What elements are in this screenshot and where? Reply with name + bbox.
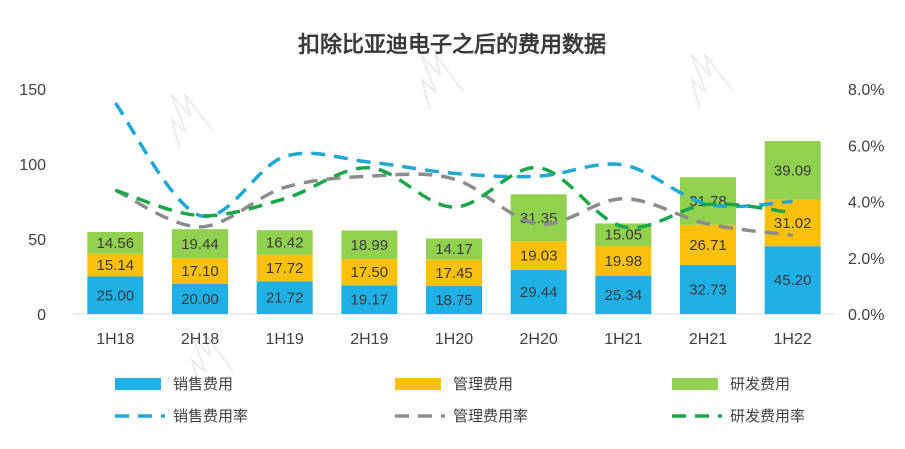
legend-label: 销售费用率 bbox=[173, 407, 248, 425]
watermark-mark bbox=[170, 93, 214, 151]
x-tick-label: 1H21 bbox=[604, 331, 642, 348]
bar-segment-2 bbox=[87, 231, 144, 254]
bar-segment-2 bbox=[426, 238, 482, 260]
bar-segment-0 bbox=[510, 269, 567, 314]
bar-data-label: 16.42 bbox=[266, 235, 304, 252]
bar-segment-1 bbox=[172, 258, 228, 284]
watermark-mark bbox=[190, 333, 234, 391]
bar-data-label: 19.17 bbox=[351, 292, 389, 309]
bar-segment-1 bbox=[87, 253, 144, 277]
legend-swatch bbox=[395, 378, 441, 390]
legend-label: 销售费用 bbox=[173, 375, 233, 393]
bar-segment-1 bbox=[510, 241, 567, 270]
right-y-axis: 0.0% 2.0% 4.0% 6.0% 8.0% bbox=[848, 82, 884, 324]
bar-data-label: 45.20 bbox=[774, 272, 812, 289]
bar-data-label: 19.03 bbox=[520, 248, 558, 265]
rate-line-0 bbox=[113, 102, 793, 219]
watermark-mark bbox=[690, 53, 734, 111]
bar-segment-2 bbox=[680, 177, 736, 225]
bar-data-label: 15.05 bbox=[605, 227, 643, 244]
watermark-2 bbox=[690, 53, 734, 111]
left-tick-label: 150 bbox=[19, 82, 46, 99]
bar-data-label: 17.10 bbox=[181, 263, 219, 280]
line-layer bbox=[113, 102, 793, 237]
bar-data-label: 14.17 bbox=[435, 241, 473, 258]
bar-segment-0 bbox=[87, 276, 144, 314]
bar-data-label: 25.34 bbox=[605, 287, 643, 304]
watermark-3 bbox=[190, 333, 234, 391]
legend-label: 管理费用率 bbox=[453, 407, 528, 425]
bar-data-label: 18.75 bbox=[435, 292, 473, 309]
bar-data-label: 31.02 bbox=[774, 215, 812, 232]
bar-data-label: 15.14 bbox=[97, 257, 135, 274]
bar-data-label: 14.56 bbox=[97, 235, 135, 252]
x-axis-ticks: 1H18 2H18 1H19 2H19 1H20 2H20 1H21 2H21 1H22 bbox=[96, 331, 812, 348]
bar-segment-0 bbox=[426, 285, 482, 314]
rate-line-2 bbox=[114, 165, 793, 230]
x-tick-label: 2H20 bbox=[520, 331, 558, 348]
rate-line-1 bbox=[114, 172, 793, 237]
bar-data-label: 17.72 bbox=[266, 260, 304, 277]
right-tick-label: 4.0% bbox=[848, 195, 884, 212]
x-tick-label: 2H21 bbox=[689, 331, 727, 348]
x-tick-label: 2H18 bbox=[181, 331, 219, 348]
bar-segment-1 bbox=[341, 258, 398, 286]
watermark-layer bbox=[170, 53, 734, 391]
bar-data-label: 18.99 bbox=[351, 237, 389, 254]
bar-segment-0 bbox=[172, 284, 228, 314]
right-tick-label: 2.0% bbox=[848, 251, 884, 268]
bar-data-label: 29.44 bbox=[520, 284, 558, 301]
bar-segment-2 bbox=[256, 230, 313, 255]
bar-data-label: 39.09 bbox=[774, 162, 812, 179]
chart-title: 扣除比亚迪电子之后的费用数据 bbox=[298, 32, 606, 58]
legend-swatch bbox=[672, 378, 718, 390]
right-tick-label: 6.0% bbox=[848, 138, 884, 155]
bar-data-label: 19.44 bbox=[181, 236, 219, 253]
bar-data-label: 21.72 bbox=[266, 290, 304, 307]
x-tick-label: 1H20 bbox=[435, 331, 473, 348]
bar-segment-2 bbox=[172, 229, 228, 259]
x-tick-label: 1H18 bbox=[96, 331, 134, 348]
legend-label: 管理费用 bbox=[453, 375, 513, 393]
bar-data-label: 25.00 bbox=[97, 287, 135, 304]
bar-data-label: 19.98 bbox=[605, 253, 643, 270]
right-tick-label: 8.0% bbox=[848, 82, 884, 99]
bar-segment-1 bbox=[426, 259, 482, 286]
legend-label: 研发费用 bbox=[730, 375, 790, 393]
bar-segment-0 bbox=[680, 264, 736, 314]
bar-segment-2 bbox=[510, 194, 567, 242]
right-tick-label: 0.0% bbox=[848, 307, 884, 324]
watermark-0 bbox=[170, 93, 214, 151]
bar-segment-0 bbox=[341, 285, 398, 314]
bar-segment-1 bbox=[256, 254, 313, 282]
bar-data-label: 32.73 bbox=[689, 281, 727, 298]
bar-data-label: 17.45 bbox=[435, 265, 473, 282]
left-tick-label: 50 bbox=[28, 232, 46, 249]
bar-segment-1 bbox=[595, 246, 652, 276]
bar-segment-0 bbox=[764, 246, 821, 314]
x-tick-label: 1H22 bbox=[774, 331, 812, 348]
bar-data-label: 26.71 bbox=[689, 237, 727, 254]
bar-segment-2 bbox=[595, 223, 652, 247]
left-tick-label: 100 bbox=[19, 157, 46, 174]
bar-segment-0 bbox=[256, 281, 313, 314]
legend-swatch bbox=[115, 378, 161, 390]
watermark-mark bbox=[420, 53, 464, 111]
legend-label: 研发费用率 bbox=[730, 407, 805, 425]
bar-segment-2 bbox=[341, 230, 398, 259]
bar-data-label: 20.00 bbox=[181, 291, 219, 308]
watermark-1 bbox=[420, 53, 464, 111]
left-y-axis: 0 50 100 150 bbox=[19, 82, 46, 324]
bar-segment-2 bbox=[764, 141, 821, 200]
left-tick-label: 0 bbox=[37, 307, 46, 324]
bar-segment-1 bbox=[680, 224, 736, 265]
bar-data-label: 17.50 bbox=[351, 264, 389, 281]
bar-segment-0 bbox=[595, 275, 652, 314]
x-tick-label: 2H19 bbox=[350, 331, 388, 348]
bar-segment-1 bbox=[764, 199, 821, 247]
x-tick-label: 1H19 bbox=[266, 331, 304, 348]
bar-layer: 25.00 15.14 14.56 20.00 17.10 19.44 21.72 17.72… bbox=[87, 141, 821, 314]
